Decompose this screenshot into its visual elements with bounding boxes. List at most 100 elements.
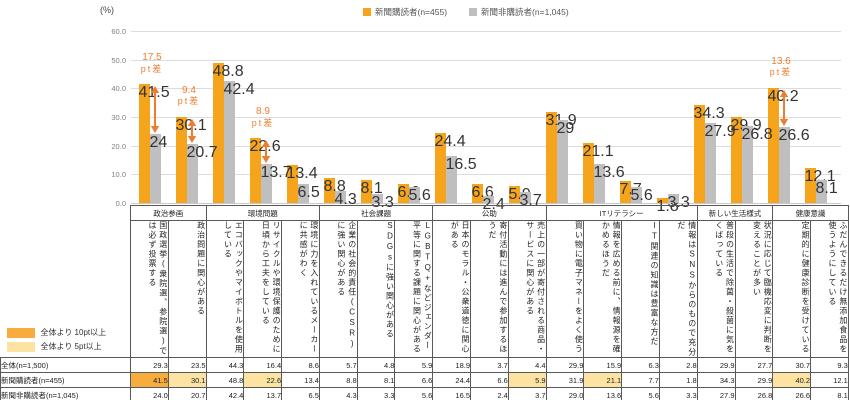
- bar-nonsubscriber-0: 24: [149, 134, 167, 203]
- pt-diff-annotation: 8.9 pt差: [237, 106, 289, 128]
- bar-nonsubscriber-15: 27.9: [704, 123, 736, 203]
- gridline: [131, 117, 841, 118]
- legend-swatch-icon: [363, 8, 371, 16]
- y-axis-unit-label: (%): [100, 5, 114, 15]
- column-header: 日本のモラル・公衆道徳に関心がある: [432, 220, 472, 358]
- group-header: 新しい生活様式: [696, 205, 774, 221]
- row-label: 新聞非購読者(n=1,045): [0, 387, 131, 400]
- value-cell: 29.0: [545, 387, 585, 400]
- column-header: エコバックやマイボトルを使用している: [205, 220, 245, 358]
- column-header: 情報を広める前に、情報源を確かめるほうだ: [583, 220, 623, 358]
- value-cell: 22.6: [243, 372, 283, 388]
- highlight-legend: 全体より 10pt以上 全体より 5pt以上: [6, 324, 107, 352]
- y-axis-tick: 40.0: [111, 84, 126, 94]
- bar-nonsubscriber-2: 42.4: [223, 81, 255, 203]
- bar-subscriber-8: 24.4: [434, 133, 466, 203]
- value-cell: 27.7: [734, 357, 774, 373]
- value-cell: 26.6: [772, 387, 812, 400]
- pt-diff-suffix: pt差: [177, 96, 201, 107]
- bar-nonsubscriber-5: 4.3: [334, 190, 357, 208]
- value-cell: 4.3: [318, 387, 358, 400]
- value-cell: 31.9: [545, 372, 585, 388]
- bar-subscriber-11: 31.9: [545, 111, 577, 203]
- value-cell: 6.6: [470, 372, 509, 388]
- pt-diff-annotation: 9.4 pt差: [163, 85, 215, 107]
- value-cell: 3.3: [356, 387, 396, 400]
- legend-item: 新聞非購読者(n=1,045): [469, 6, 569, 18]
- value-cell: 5.6: [394, 387, 434, 400]
- bar-subscriber-9: 6.6: [471, 184, 494, 203]
- column-header: IT関連の知識は豊富な方だ: [621, 220, 660, 358]
- highlight-legend-item: 全体より 10pt以上: [6, 327, 107, 338]
- y-axis-tick: 30.0: [111, 113, 126, 122]
- value-cell: 13.6: [583, 387, 623, 400]
- value-cell: 6.5: [281, 387, 320, 400]
- gridline: [131, 145, 841, 147]
- column-header: ふだんできるだけ無添加食品を使うようにしている: [810, 220, 849, 358]
- row-label: 全体(n=1,500): [0, 357, 131, 373]
- column-header: 定期的に健康診断を受けている: [772, 220, 812, 358]
- group-header: 環境問題: [205, 205, 320, 221]
- bar-subscriber-2: 48.8: [212, 63, 244, 203]
- group-header: 政治参画: [130, 205, 207, 221]
- value-cell: 3.3: [658, 387, 698, 400]
- pt-diff-annotation: 17.5 pt差: [126, 52, 178, 74]
- pt-diff-suffix: pt差: [251, 117, 275, 128]
- value-cell: 6.3: [621, 357, 660, 373]
- bar-subscriber-12: 21.1: [582, 142, 614, 203]
- bar-subscriber-13: 7.7: [619, 180, 642, 203]
- column-header: 状況に応じて臨機応変に判断を変えることが多い: [734, 220, 774, 358]
- bar-nonsubscriber-9: 2.4: [482, 196, 505, 214]
- bar-nonsubscriber-18: 8.1: [815, 179, 838, 203]
- pt-diff-arrow-icon: [185, 118, 199, 148]
- highlight-legend-label: 全体より 10pt以上: [40, 328, 107, 337]
- value-cell: 7.7: [621, 372, 660, 388]
- legend-label: 新聞非購読者(n=1,045): [481, 7, 569, 17]
- gridline: [131, 31, 841, 32]
- bar-nonsubscriber-17: 26.6: [778, 126, 810, 203]
- bar-subscriber-15: 34.3: [693, 104, 725, 203]
- value-cell: 8.1: [810, 387, 849, 400]
- legend-swatch-icon: [469, 8, 478, 16]
- highlight-legend-light-swatch: [6, 341, 35, 352]
- gridline: [131, 59, 841, 61]
- pt-diff-arrow-icon: [777, 89, 791, 131]
- value-cell: 1.8: [658, 372, 698, 388]
- column-header: 普段の生活で除菌・殺菌に気をくばっている: [696, 220, 736, 358]
- value-cell: 34.3: [696, 372, 736, 388]
- y-axis-tick: 50.0: [111, 55, 126, 65]
- group-header: 健康意識: [772, 205, 849, 221]
- value-cell: 29.9: [696, 357, 736, 373]
- pt-diff-value: 17.5: [142, 52, 162, 64]
- value-cell: 5.9: [507, 372, 547, 388]
- pt-diff-value: 13.6: [771, 55, 791, 67]
- value-cell: 12.1: [810, 372, 849, 388]
- value-cell: 5.6: [621, 387, 660, 400]
- column-header: 情報はSNSからのもので充分だ: [658, 220, 698, 358]
- bar-nonsubscriber-10: 3.7: [519, 192, 542, 210]
- value-cell: 30.7: [772, 357, 812, 373]
- gridline: [131, 203, 841, 204]
- gridline: [131, 174, 841, 176]
- bar-nonsubscriber-12: 13.6: [593, 164, 625, 203]
- bar-nonsubscriber-3: 13.7: [260, 163, 292, 203]
- column-header: 環境に力を入れているメーカーに共感がわく: [281, 220, 320, 358]
- value-cell: 16.4: [243, 357, 283, 373]
- bar-nonsubscriber-8: 16.5: [445, 155, 477, 203]
- value-cell: 4.4: [507, 357, 547, 373]
- column-header: 寄付活動には進んで参加するほうだ: [470, 220, 509, 358]
- highlight-legend-strong-swatch: [6, 327, 35, 338]
- stats-table: 政治参画 環境問題 社会課題 公助 ITリテラシー 新しい生活様式 健康意識 全体より 10p…: [0, 205, 849, 400]
- bar-nonsubscriber-1: 20.7: [186, 143, 218, 203]
- pt-diff-suffix: pt差: [140, 63, 164, 74]
- column-header: LGBTQ+などジェンダー平等に関する課題に関心がある: [394, 220, 434, 358]
- value-cell: 9.3: [810, 357, 849, 373]
- highlight-legend-label: 全体より 5pt以上: [40, 342, 102, 351]
- pt-diff-suffix: pt差: [769, 67, 793, 78]
- group-header: 公助: [432, 205, 547, 221]
- bar-nonsubscriber-11: 29: [556, 119, 574, 203]
- highlight-legend-item: 全体より 5pt以上: [6, 341, 107, 352]
- value-cell: 13.7: [243, 387, 283, 400]
- value-cell: 5.7: [318, 357, 358, 373]
